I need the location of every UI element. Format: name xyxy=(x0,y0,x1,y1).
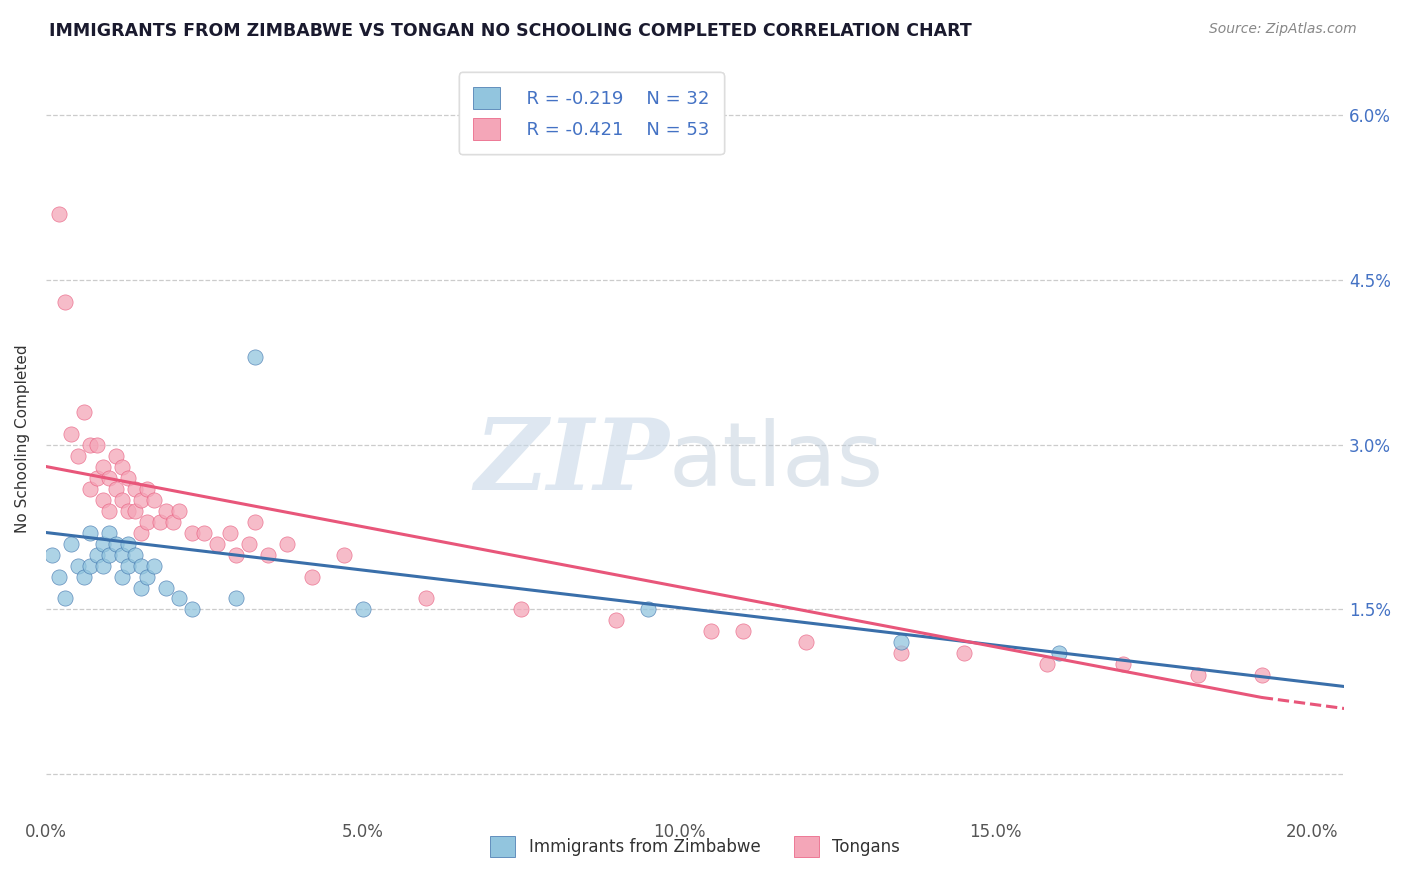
Point xyxy=(1047,647,1070,661)
Point xyxy=(104,482,127,496)
Point xyxy=(415,591,437,606)
Point xyxy=(98,470,121,484)
Point xyxy=(98,503,121,517)
Point xyxy=(142,492,165,507)
Point xyxy=(60,426,83,441)
Point xyxy=(731,624,754,639)
Point xyxy=(48,569,70,583)
Point xyxy=(218,525,240,540)
Point xyxy=(124,548,146,562)
Point xyxy=(104,536,127,550)
Point xyxy=(352,602,374,616)
Point xyxy=(86,437,108,451)
Point xyxy=(167,503,190,517)
Point xyxy=(111,569,134,583)
Point xyxy=(73,569,96,583)
Point xyxy=(155,581,177,595)
Point xyxy=(243,350,266,364)
Point xyxy=(66,449,89,463)
Point xyxy=(79,525,101,540)
Point xyxy=(136,569,159,583)
Point xyxy=(1187,668,1209,682)
Point xyxy=(509,602,531,616)
Point xyxy=(129,492,152,507)
Point xyxy=(225,548,247,562)
Point xyxy=(98,548,121,562)
Point xyxy=(1250,668,1272,682)
Point xyxy=(605,614,627,628)
Point xyxy=(111,492,134,507)
Text: Source: ZipAtlas.com: Source: ZipAtlas.com xyxy=(1209,22,1357,37)
Point xyxy=(66,558,89,573)
Point xyxy=(41,548,63,562)
Point xyxy=(124,503,146,517)
Point xyxy=(79,558,101,573)
Point xyxy=(953,647,976,661)
Point xyxy=(91,492,114,507)
Point xyxy=(91,558,114,573)
Point xyxy=(86,548,108,562)
Text: atlas: atlas xyxy=(669,418,884,505)
Point xyxy=(53,294,76,309)
Point xyxy=(890,635,912,649)
Point xyxy=(136,515,159,529)
Point xyxy=(301,569,323,583)
Point xyxy=(180,602,202,616)
Point xyxy=(117,470,139,484)
Text: ZIP: ZIP xyxy=(474,414,669,510)
Point xyxy=(149,515,172,529)
Point xyxy=(79,437,101,451)
Point xyxy=(111,548,134,562)
Point xyxy=(117,503,139,517)
Point xyxy=(243,515,266,529)
Point xyxy=(155,503,177,517)
Point xyxy=(117,536,139,550)
Point xyxy=(129,525,152,540)
Point xyxy=(794,635,817,649)
Y-axis label: No Schooling Completed: No Schooling Completed xyxy=(15,344,30,533)
Point xyxy=(890,647,912,661)
Point xyxy=(700,624,723,639)
Point xyxy=(332,548,354,562)
Point xyxy=(73,404,96,418)
Point xyxy=(136,482,159,496)
Point xyxy=(91,459,114,474)
Point xyxy=(205,536,228,550)
Point xyxy=(53,591,76,606)
Point xyxy=(129,581,152,595)
Point xyxy=(276,536,298,550)
Point xyxy=(124,482,146,496)
Point xyxy=(637,602,659,616)
Point xyxy=(180,525,202,540)
Point xyxy=(167,591,190,606)
Point xyxy=(225,591,247,606)
Point xyxy=(79,482,101,496)
Point xyxy=(91,536,114,550)
Point xyxy=(193,525,215,540)
Point xyxy=(238,536,260,550)
Point xyxy=(1111,657,1133,672)
Point xyxy=(129,558,152,573)
Legend:   R = -0.219    N = 32,   R = -0.421    N = 53: R = -0.219 N = 32, R = -0.421 N = 53 xyxy=(458,72,724,154)
Point xyxy=(48,206,70,220)
Point xyxy=(60,536,83,550)
Point xyxy=(111,459,134,474)
Point xyxy=(142,558,165,573)
Point xyxy=(1035,657,1057,672)
Point xyxy=(86,470,108,484)
Text: IMMIGRANTS FROM ZIMBABWE VS TONGAN NO SCHOOLING COMPLETED CORRELATION CHART: IMMIGRANTS FROM ZIMBABWE VS TONGAN NO SC… xyxy=(49,22,972,40)
Point xyxy=(104,449,127,463)
Point xyxy=(117,558,139,573)
Point xyxy=(162,515,184,529)
Point xyxy=(98,525,121,540)
Point xyxy=(256,548,278,562)
